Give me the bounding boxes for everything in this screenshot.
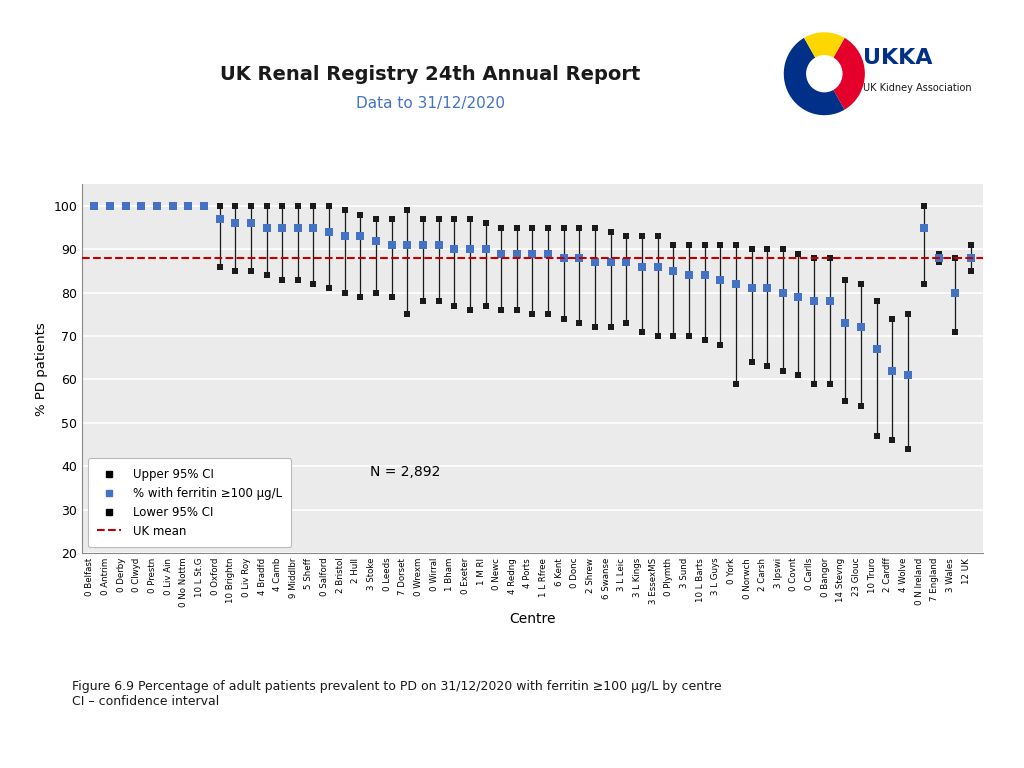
Text: Figure 6.9 Percentage of adult patients prevalent to PD on 31/12/2020 with ferri: Figure 6.9 Percentage of adult patients … (72, 680, 721, 707)
Text: N = 2,892: N = 2,892 (371, 465, 440, 479)
X-axis label: Centre: Centre (509, 611, 556, 626)
Legend: Upper 95% CI, % with ferritin ≥100 μg/L, Lower 95% CI, UK mean: Upper 95% CI, % with ferritin ≥100 μg/L,… (88, 458, 291, 547)
Wedge shape (783, 38, 845, 115)
Text: UK Renal Registry 24th Annual Report: UK Renal Registry 24th Annual Report (220, 65, 640, 84)
Text: UKKA: UKKA (862, 48, 932, 68)
Wedge shape (824, 38, 865, 110)
Y-axis label: % PD patients: % PD patients (35, 322, 48, 415)
Circle shape (806, 55, 843, 92)
Wedge shape (804, 32, 845, 74)
Text: UK Kidney Association: UK Kidney Association (862, 82, 971, 93)
Text: Data to 31/12/2020: Data to 31/12/2020 (355, 96, 505, 111)
